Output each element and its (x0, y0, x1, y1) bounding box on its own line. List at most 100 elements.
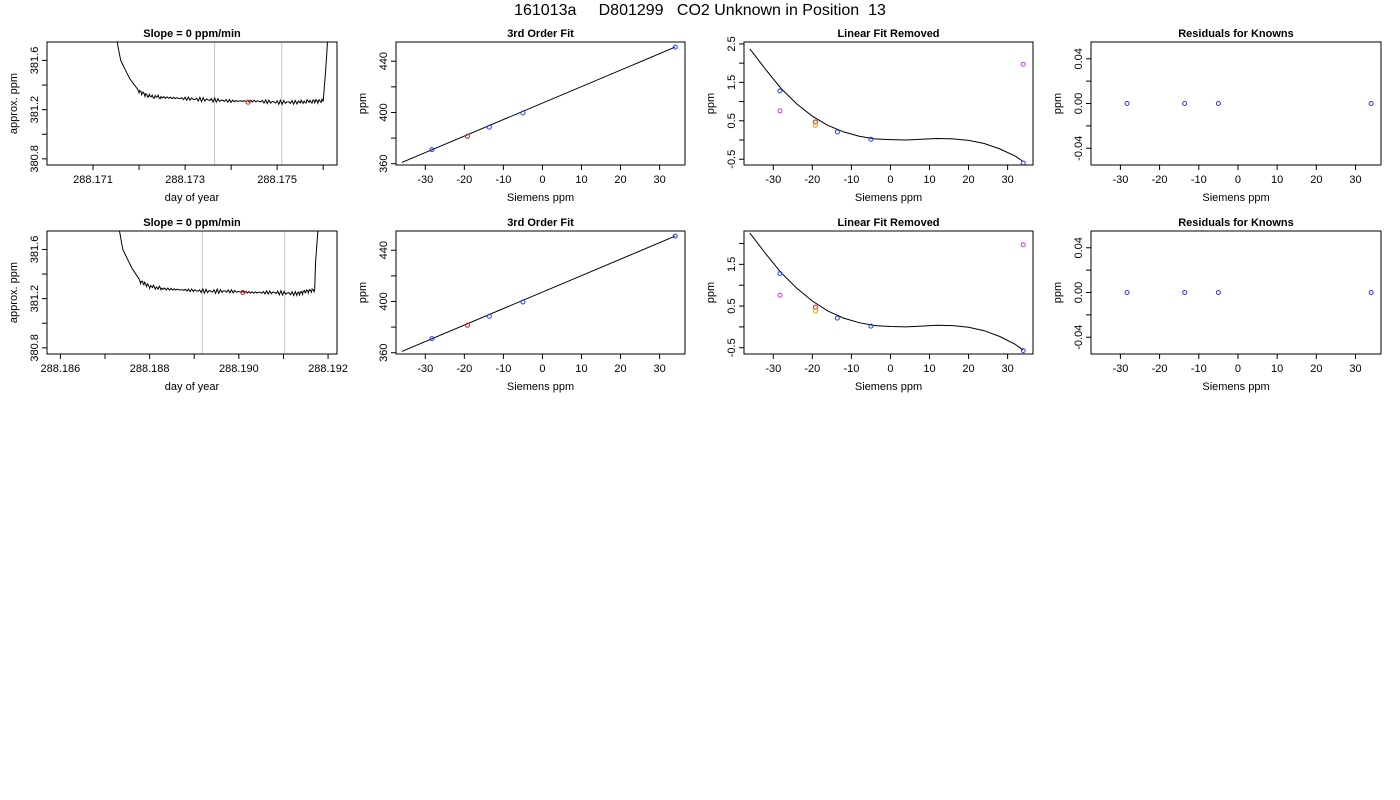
x-tick-label: 30 (1001, 363, 1013, 375)
panel-7: Linear Fit Removed -30 -20 -10 0 10 20 30 -0.5 0.… (705, 217, 1034, 393)
panel-title: 3rd Order Fit (507, 28, 574, 40)
x-tick-label: -20 (456, 363, 472, 375)
plot-frame (743, 230, 1034, 355)
data-point (777, 292, 783, 298)
main-title: 161013a D801299 CO2 Unknown in Position … (514, 2, 886, 19)
fit-curve (749, 232, 1024, 351)
x-tick-label: 30 (1001, 174, 1013, 186)
data-point (245, 99, 251, 105)
y-tick-label: 400 (378, 103, 390, 121)
x-tick-label: 288.186 (41, 363, 81, 375)
data-point (1020, 61, 1026, 67)
data-point (777, 271, 783, 277)
y-tick-label: 360 (378, 344, 390, 362)
data-point (1020, 242, 1026, 248)
x-tick-label: 288.173 (165, 174, 205, 186)
x-tick-label: 288.190 (219, 363, 259, 375)
y-axis-label: ppm (705, 93, 717, 114)
x-tick-label: -30 (417, 174, 433, 186)
x-tick-label: 0 (539, 174, 545, 186)
fit-line (401, 46, 676, 163)
x-tick-label: 288.171 (73, 174, 113, 186)
data-point (486, 124, 492, 130)
y-tick-label: 0.00 (1073, 93, 1085, 114)
plot-frame (743, 41, 1034, 166)
plot-frame (395, 230, 686, 355)
x-axis-label: Siemens ppm (855, 381, 922, 393)
x-tick-label: 10 (575, 174, 587, 186)
y-tick-label: 2.5 (726, 36, 738, 51)
data-point (1215, 101, 1221, 106)
data-point (777, 88, 783, 94)
data-point (777, 108, 783, 114)
panel-5: Slope = 0 ppm/min 288.186 288.188 288.190 28… (8, 217, 348, 393)
data-point (520, 110, 526, 116)
data-point (1368, 290, 1374, 295)
data-point (464, 322, 470, 328)
x-tick-label: 30 (1349, 363, 1361, 375)
x-tick-label: 0 (539, 363, 545, 375)
x-tick-label: 20 (1310, 363, 1322, 375)
x-tick-label: 20 (614, 363, 626, 375)
y-tick-label: 381.2 (29, 96, 41, 124)
y-tick-label: 0.04 (1073, 48, 1085, 69)
y-tick-label: 360 (378, 155, 390, 173)
panel-title: Residuals for Knowns (1178, 217, 1294, 229)
data-point (1124, 290, 1130, 295)
x-axis-label: Siemens ppm (1202, 192, 1269, 204)
data-point (464, 133, 470, 139)
y-axis-label: approx. ppm (8, 262, 20, 323)
x-tick-label: 10 (923, 174, 935, 186)
panel-4: Residuals for Knowns -30 -20 -10 0 10 20 30 -0.0… (1052, 28, 1382, 204)
y-tick-label: -0.5 (726, 150, 738, 169)
x-tick-label: -30 (765, 174, 781, 186)
y-tick-label: 440 (378, 241, 390, 259)
y-tick-label: 1.5 (726, 75, 738, 90)
data-point (672, 233, 678, 239)
data-point (834, 315, 840, 321)
x-tick-label: -30 (765, 363, 781, 375)
y-tick-label: 381.2 (29, 285, 41, 313)
panel-title: Linear Fit Removed (837, 28, 939, 40)
x-tick-label: 30 (653, 363, 665, 375)
x-tick-label: -20 (804, 363, 820, 375)
y-axis-label: ppm (705, 282, 717, 303)
x-tick-label: -10 (1191, 174, 1207, 186)
data-point (1020, 160, 1026, 166)
plot-frame (46, 41, 338, 166)
x-axis-label: day of year (165, 381, 220, 393)
y-tick-label: 440 (378, 52, 390, 70)
panel-title: Slope = 0 ppm/min (143, 28, 241, 40)
data-point (812, 119, 818, 125)
x-tick-label: 20 (962, 363, 974, 375)
x-tick-label: 0 (1235, 363, 1241, 375)
fit-line (401, 235, 676, 352)
y-axis-label: ppm (357, 93, 369, 114)
x-axis-label: day of year (165, 192, 220, 204)
data-point (520, 299, 526, 305)
panel-title: Linear Fit Removed (837, 217, 939, 229)
data-point (834, 129, 840, 135)
y-axis-label: approx. ppm (8, 73, 20, 134)
series-line (116, 42, 328, 106)
panel-6: 3rd Order Fit -30 -20 -10 0 10 20 30 360 400 440 Si… (357, 217, 686, 393)
y-tick-label: 1.5 (726, 257, 738, 272)
data-point (672, 44, 678, 50)
data-point (429, 336, 435, 342)
data-point (1124, 101, 1130, 106)
plot-frame (1090, 230, 1382, 355)
y-axis-label: ppm (1052, 93, 1064, 114)
x-axis-label: Siemens ppm (855, 192, 922, 204)
x-tick-label: -10 (843, 174, 859, 186)
x-tick-label: 20 (962, 174, 974, 186)
x-tick-label: 10 (1271, 363, 1283, 375)
data-point (1368, 101, 1374, 106)
y-tick-label: -0.04 (1073, 325, 1085, 350)
panel-3: Linear Fit Removed -30 -20 -10 0 10 20 30 -0.5 0.… (705, 28, 1034, 204)
data-point (1215, 290, 1221, 295)
data-point (1182, 290, 1188, 295)
data-point (812, 122, 818, 128)
x-tick-label: -30 (1112, 174, 1128, 186)
plot-frame (395, 41, 686, 166)
x-tick-label: 0 (887, 174, 893, 186)
